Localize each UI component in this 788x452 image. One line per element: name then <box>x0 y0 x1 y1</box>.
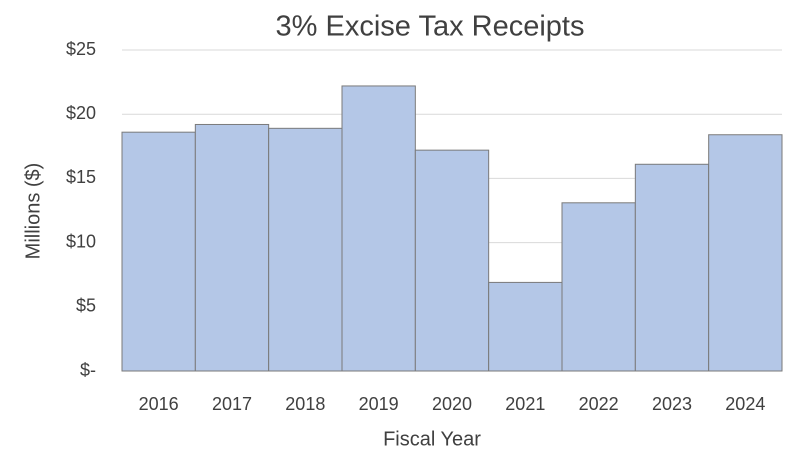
x-tick-label: 2022 <box>579 394 619 414</box>
x-tick-label: 2018 <box>285 394 325 414</box>
bar <box>488 281 563 372</box>
bar <box>121 131 196 372</box>
x-tick-label: 2016 <box>139 394 179 414</box>
x-tick-label: 2024 <box>725 394 765 414</box>
y-tick-label: $25 <box>66 39 96 59</box>
y-axis-label: Millions ($) <box>22 163 44 260</box>
x-axis-label: Fiscal Year <box>383 428 481 450</box>
y-tick-label: $20 <box>66 103 96 123</box>
bar <box>268 127 343 372</box>
x-tick-label: 2023 <box>652 394 692 414</box>
bar <box>561 202 636 372</box>
bar <box>414 149 490 372</box>
y-tick-label: $5 <box>76 296 96 316</box>
x-tick-label: 2019 <box>359 394 399 414</box>
bar <box>634 163 710 372</box>
y-tick-label: $15 <box>66 167 96 187</box>
x-tick-label: 2021 <box>505 394 545 414</box>
bar <box>708 134 783 372</box>
chart-title: 3% Excise Tax Receipts <box>276 11 585 43</box>
bar <box>341 85 416 372</box>
y-tick-label: $- <box>80 360 96 380</box>
x-tick-label: 2017 <box>212 394 252 414</box>
y-tick-label: $10 <box>66 231 96 251</box>
bar <box>194 123 270 372</box>
x-tick-label: 2020 <box>432 394 472 414</box>
